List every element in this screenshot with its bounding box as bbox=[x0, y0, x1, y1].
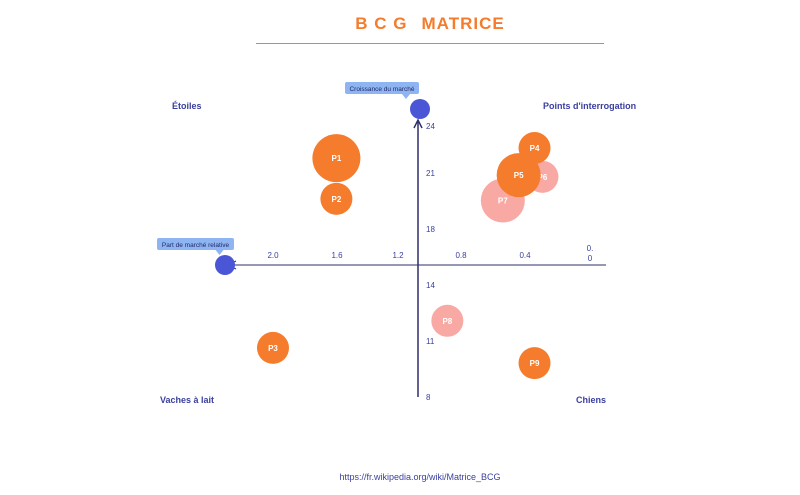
y-tick-label: 18 bbox=[426, 225, 435, 234]
title-underline bbox=[256, 43, 604, 44]
y-tick-label: 8 bbox=[426, 393, 431, 402]
x-axis-label-pointer bbox=[215, 250, 224, 255]
x-tick-label: 1.6 bbox=[331, 251, 343, 260]
data-point-p1 bbox=[312, 134, 361, 183]
y-tick-label: 24 bbox=[426, 122, 435, 131]
y-axis-label-text: Croissance du marché bbox=[349, 86, 414, 93]
data-label-p9: P9 bbox=[530, 359, 540, 368]
data-point-p9 bbox=[518, 347, 551, 380]
x-tick-label: 1.2 bbox=[392, 251, 404, 260]
y-axis-label: Croissance du marché bbox=[345, 82, 419, 99]
data-label-p1: P1 bbox=[332, 154, 342, 163]
data-point-p3 bbox=[257, 331, 289, 364]
data-label-p3: P3 bbox=[268, 344, 278, 353]
y-axis-marker bbox=[410, 99, 430, 119]
quadrant-label-cash-cows: Vaches à lait bbox=[160, 395, 215, 405]
y-axis-arrow bbox=[413, 118, 423, 129]
x-tick-label: 0.8 bbox=[455, 251, 467, 260]
data-point-p5 bbox=[496, 153, 541, 198]
y-tick-label: 11 bbox=[426, 337, 435, 346]
data-label-p5: P5 bbox=[514, 171, 524, 180]
x-tick-label: 0. 0 bbox=[587, 244, 594, 263]
x-axis-label: Part de marché relative bbox=[157, 238, 234, 255]
source-link[interactable]: https://fr.wikipedia.org/wiki/Matrice_BC… bbox=[339, 472, 501, 482]
data-label-p8: P8 bbox=[442, 317, 452, 326]
data-label-p7: P7 bbox=[498, 197, 508, 206]
data-label-p2: P2 bbox=[332, 195, 342, 204]
title-part-1: B C G bbox=[355, 14, 408, 33]
data-point-p2 bbox=[320, 182, 353, 215]
title-part-2: MATRICE bbox=[421, 14, 505, 33]
y-axis-label-pointer bbox=[402, 94, 410, 99]
x-axis-label-box bbox=[157, 238, 234, 250]
y-tick-label: 21 bbox=[426, 169, 435, 178]
y-axis-label-box bbox=[345, 82, 419, 94]
data-point-p8 bbox=[431, 304, 464, 337]
data-label-p6: P6 bbox=[538, 173, 548, 182]
chart-title: B C G MATRICE bbox=[0, 14, 800, 34]
quadrant-label-question-marks: Points d'interrogation bbox=[543, 101, 637, 111]
x-tick-label: 2.0 bbox=[267, 251, 279, 260]
data-label-p4: P4 bbox=[530, 144, 540, 153]
x-axis-marker bbox=[215, 255, 235, 275]
x-axis-label-text: Part de marché relative bbox=[162, 242, 230, 249]
y-tick-label: 14 bbox=[426, 281, 435, 290]
quadrant-label-dogs: Chiens bbox=[576, 395, 607, 405]
quadrant-label-stars: Étoiles bbox=[172, 101, 202, 111]
x-tick-label: 0.4 bbox=[519, 251, 531, 260]
